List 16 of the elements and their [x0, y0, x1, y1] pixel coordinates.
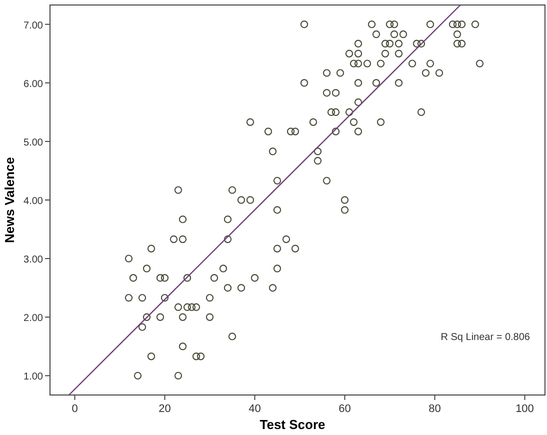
x-tick-label: 100 [516, 403, 534, 415]
y-tick-label: 1.00 [24, 372, 44, 383]
x-tick-label: 60 [338, 403, 351, 415]
x-tick-label: 20 [158, 403, 171, 415]
x-tick-label: 80 [428, 403, 441, 415]
x-tick-label: 0 [72, 403, 78, 415]
y-tick-label: 7.00 [24, 20, 44, 32]
x-tick-label: 40 [248, 403, 261, 415]
y-tick-label: 4.00 [24, 196, 44, 207]
y-tick-label: 3.00 [24, 254, 44, 266]
y-tick-label: 2.00 [24, 313, 44, 324]
y-axis-title: News Valence [2, 157, 17, 243]
annotation: R Sq Linear = 0.806 [440, 332, 530, 343]
y-tick-label: 5.00 [24, 137, 44, 148]
y-tick-label: 6.00 [24, 78, 44, 90]
x-axis-title: Test Score [260, 417, 326, 432]
